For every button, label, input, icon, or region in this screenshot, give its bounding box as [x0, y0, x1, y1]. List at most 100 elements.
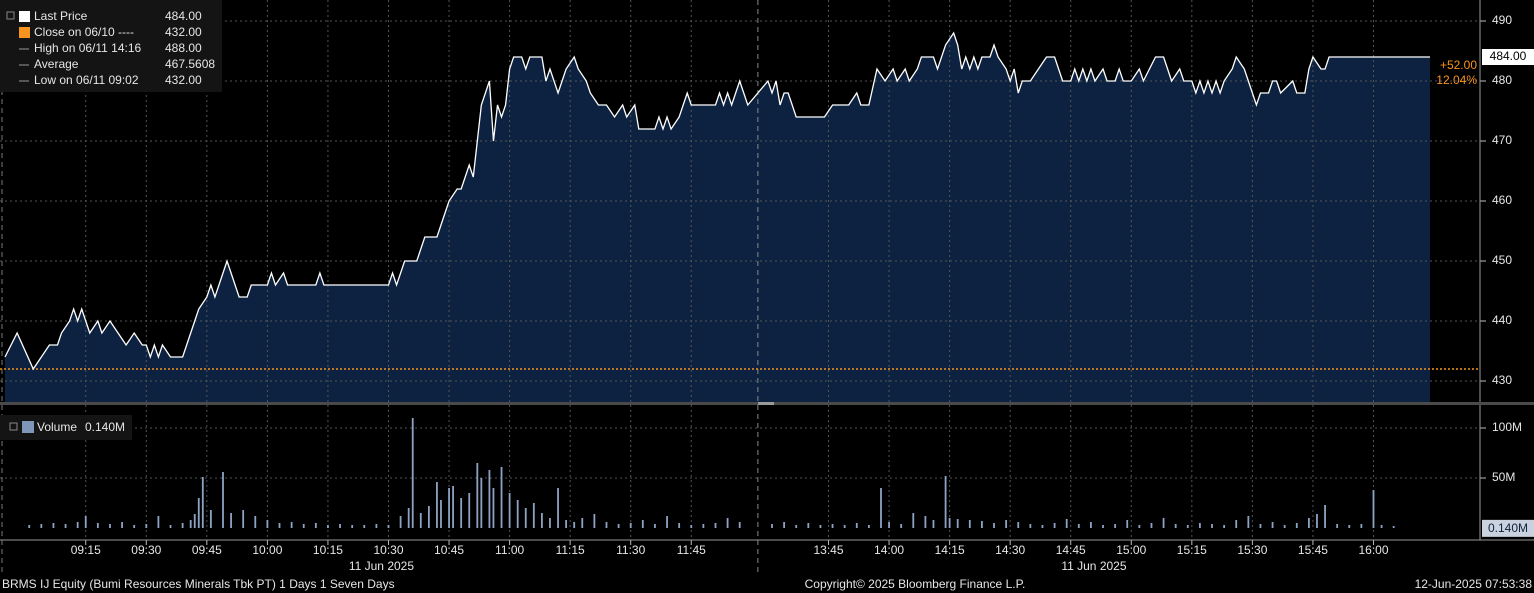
change-label: +52.00: [1440, 58, 1477, 72]
y-tick-label: 460: [1492, 193, 1512, 207]
volume-bar: [516, 500, 519, 528]
price-area: [5, 33, 1430, 402]
legend-name: Volume: [37, 420, 77, 434]
legend-collapse: [9, 422, 18, 431]
volume-bar: [867, 525, 870, 528]
volume-bar: [1186, 525, 1189, 528]
x-tick-label: 10:15: [313, 543, 343, 557]
legend-name: Low on 06/11 09:02: [34, 73, 139, 87]
volume-bar: [678, 523, 681, 528]
x-tick-label: 14:30: [995, 543, 1025, 557]
volume-bar: [121, 522, 123, 528]
volume-bar: [1360, 524, 1363, 528]
volume-bar: [726, 518, 729, 528]
volume-bar: [197, 498, 200, 528]
x-tick-label: 11:30: [616, 543, 645, 557]
x-tick-label: 15:30: [1237, 543, 1267, 557]
volume-bar: [1199, 523, 1201, 528]
y-tick-label: 440: [1492, 313, 1512, 327]
x-tick-label: 14:00: [874, 543, 904, 557]
volume-bar: [581, 518, 584, 528]
volume-bar: [654, 524, 656, 528]
volume-tag: [1482, 519, 1534, 537]
volume-bar: [230, 513, 232, 528]
legend-name: Last Price: [34, 9, 88, 23]
volume-bar: [254, 516, 257, 528]
last-price-tag: [1482, 49, 1534, 65]
x-tick-label: 13:45: [813, 543, 843, 557]
volume-bar: [1283, 525, 1286, 528]
volume-bar: [1392, 526, 1395, 528]
volume-bar: [1372, 490, 1375, 528]
volume-bar: [64, 524, 67, 528]
volume-bar: [1126, 520, 1129, 528]
volume-bar: [666, 516, 668, 528]
volume-bar: [565, 520, 568, 528]
legend-value: 432.00: [165, 25, 202, 39]
volume-bar: [1053, 523, 1056, 528]
copyright: Copyright© 2025 Bloomberg Finance L.P.: [805, 577, 1026, 591]
volume-bar: [932, 520, 935, 528]
volume-bar: [193, 514, 196, 528]
volume-bar: [169, 525, 172, 528]
price-line: [4, 31, 1430, 371]
x-tick-label: 11:15: [556, 543, 585, 557]
volume-bar: [993, 523, 995, 528]
volume-bar: [1211, 524, 1213, 528]
volume-bar: [1223, 525, 1226, 528]
volume-bar: [145, 524, 148, 528]
y-tick-label: 490: [1492, 13, 1512, 27]
volume-bar: [407, 508, 410, 528]
x-tick-label: 16:00: [1358, 543, 1388, 557]
x-axis-label: 11 Jun 2025: [1061, 559, 1126, 573]
volume-bar: [387, 525, 390, 528]
volume-bar: [1150, 523, 1153, 528]
volume-bar: [1271, 522, 1274, 528]
volume-bar: [222, 472, 224, 528]
volume-bar: [181, 523, 184, 528]
legend-box: [0, 0, 222, 92]
volume-bar: [1114, 524, 1117, 528]
volume-bar: [843, 525, 846, 528]
volume-bar: [427, 506, 430, 528]
legend-value: 0.140M: [85, 420, 125, 434]
legend-name: Average: [34, 57, 79, 71]
volume-bar: [1235, 520, 1238, 528]
y-tick-label: 480: [1492, 73, 1512, 87]
volume-bar: [76, 522, 79, 528]
change-pct-label: 12.04%: [1436, 73, 1477, 87]
volume-bar: [714, 523, 717, 528]
x-tick-label: 11:00: [495, 543, 524, 557]
x-tick-label: 09:30: [131, 543, 161, 557]
volume-bar: [540, 513, 543, 528]
volume-bar: [109, 524, 111, 528]
volume-bar: [819, 525, 822, 528]
y-tick-label: 470: [1492, 133, 1512, 147]
legend-value: 488.00: [165, 41, 202, 55]
volume-bar: [302, 524, 305, 528]
legend-swatch: [22, 421, 34, 433]
volume-bar: [1102, 525, 1104, 528]
legend-collapse: [6, 11, 15, 20]
volume-bar: [783, 522, 786, 528]
volume-bar: [888, 522, 890, 528]
y-tick-label: 450: [1492, 253, 1512, 267]
volume-bar: [549, 518, 551, 528]
volume-bar: [201, 477, 204, 528]
volume-bar: [880, 488, 882, 528]
x-tick-label: 10:00: [252, 543, 282, 557]
volume-bar: [738, 522, 741, 528]
volume-bar: [1307, 518, 1310, 528]
volume-bar: [1017, 522, 1020, 528]
volume-bar: [1247, 516, 1250, 528]
volume-bar: [452, 486, 454, 528]
volume-bar: [1259, 524, 1262, 528]
volume-bar: [1138, 525, 1141, 528]
volume-bar: [924, 516, 927, 528]
volume-bar: [460, 498, 463, 528]
legend-name: Close on 06/10 ----: [34, 25, 134, 39]
volume-bar: [1336, 524, 1339, 528]
volume-bar: [290, 522, 293, 528]
